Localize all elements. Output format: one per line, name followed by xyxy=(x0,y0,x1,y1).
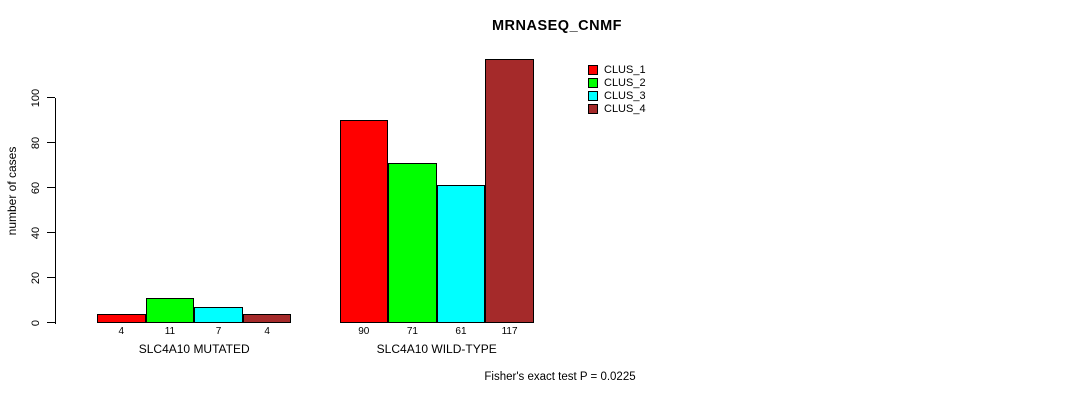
legend-item-clus_1: CLUS_1 xyxy=(588,64,698,76)
legend-item-clus_2: CLUS_2 xyxy=(588,77,698,89)
y-axis-tick xyxy=(47,321,55,324)
y-axis-tick-label: 40 xyxy=(30,226,42,239)
bar-value-label: 90 xyxy=(358,326,370,337)
bar-value-label: 11 xyxy=(164,326,176,337)
legend-swatch-clus_3 xyxy=(588,91,598,102)
legend-item-clus_4: CLUS_4 xyxy=(588,103,698,115)
y-axis-tick xyxy=(47,186,55,189)
legend-label: CLUS_2 xyxy=(604,76,646,89)
annotation-fisher-test: Fisher's exact test P = 0.0225 xyxy=(484,371,636,383)
bar-value-label: 61 xyxy=(455,326,467,337)
bar-value-label: 4 xyxy=(118,326,125,337)
y-axis-label: number of cases xyxy=(5,146,19,236)
bar-value-label: 4 xyxy=(264,326,270,337)
legend-swatch-clus_2 xyxy=(588,77,598,88)
legend-item-clus_3: CLUS_3 xyxy=(588,90,698,102)
y-axis-tick-label: 100 xyxy=(30,88,42,107)
bar-clus_2-wildtype xyxy=(388,162,437,323)
y-axis-tick xyxy=(47,231,55,234)
bar-clus_4-mutated xyxy=(242,313,292,323)
bar-clus_1-wildtype xyxy=(339,120,389,323)
y-axis-tick xyxy=(47,276,55,279)
bar-clus_2-mutated xyxy=(145,297,195,323)
category-label: SLC4A10 MUTATED xyxy=(138,342,250,356)
legend-label: CLUS_1 xyxy=(604,63,646,76)
y-axis-tick-label: 80 xyxy=(30,136,42,149)
legend-label: CLUS_4 xyxy=(604,103,646,116)
y-axis-tick xyxy=(47,141,55,144)
bar-clus_1-mutated xyxy=(97,313,146,323)
y-axis-tick xyxy=(47,96,55,99)
y-axis-tick-label: 20 xyxy=(30,271,42,284)
y-axis-line xyxy=(54,97,56,324)
legend-label: CLUS_3 xyxy=(604,90,646,103)
legend-swatch-clus_4 xyxy=(588,104,598,115)
y-axis-tick-label: 60 xyxy=(30,181,42,194)
bar-value-label: 7 xyxy=(215,326,222,337)
chart-title: MRNASEQ_CNMF xyxy=(491,18,623,34)
bar-clus_3-wildtype xyxy=(436,185,486,323)
bar-value-label: 117 xyxy=(501,326,518,337)
y-axis-tick-label: 0 xyxy=(30,319,42,326)
category-label: SLC4A10 WILD-TYPE xyxy=(376,342,497,356)
bar-value-label: 71 xyxy=(406,326,418,337)
legend-swatch-clus_1 xyxy=(588,64,598,75)
bar-clus_4-wildtype xyxy=(485,59,534,323)
bar-clus_3-mutated xyxy=(194,306,243,323)
